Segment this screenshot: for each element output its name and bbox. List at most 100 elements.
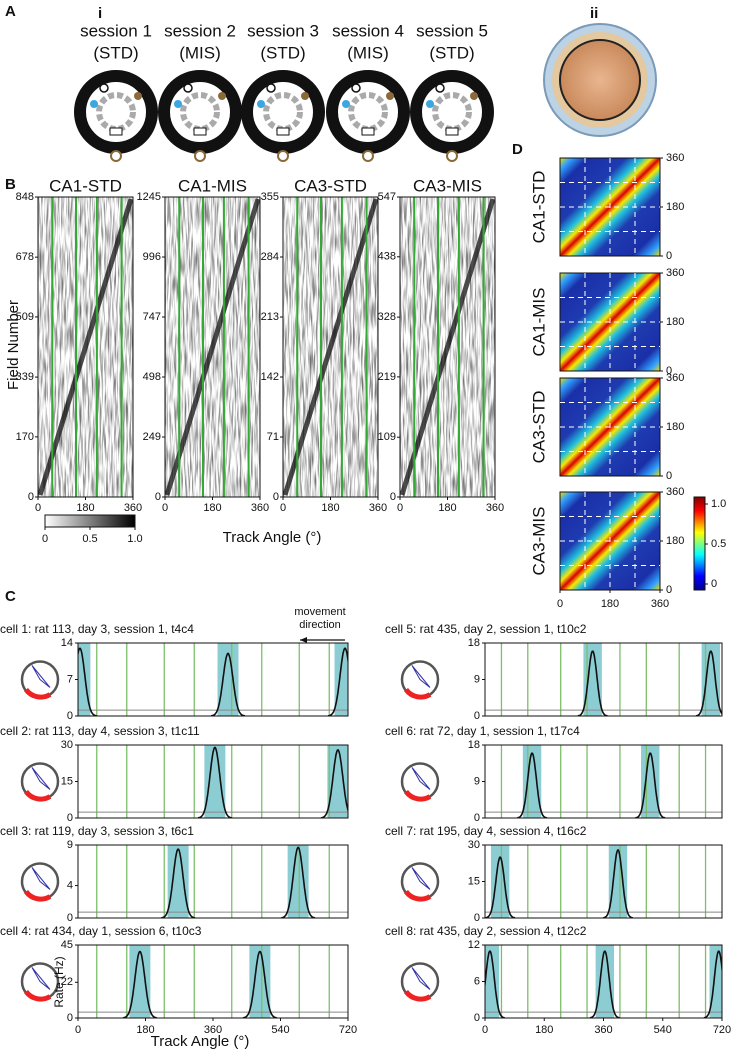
- colorbar-label: 0: [42, 533, 48, 545]
- map-label: CA1-MIS: [529, 288, 548, 357]
- y-tick-label: 438: [378, 251, 396, 263]
- y-tick-label: 996: [143, 251, 161, 263]
- spike-cluster: [403, 789, 432, 802]
- y-tick-label: 848: [16, 191, 34, 203]
- y-tick-label: 0: [273, 491, 279, 503]
- session-name: session 4: [332, 21, 404, 40]
- field-zone: [522, 745, 542, 818]
- cue: [277, 150, 289, 162]
- y-tick-label: 360: [666, 152, 684, 164]
- cue: [470, 92, 478, 100]
- y-tick-label: 0: [666, 250, 672, 262]
- x-tick-label: 0: [35, 502, 41, 514]
- track-ring: [241, 70, 325, 154]
- y-tick-label: 498: [143, 371, 161, 383]
- rate-curve: [635, 752, 666, 818]
- session-name: session 1: [80, 21, 152, 40]
- x-tick-label: 180: [203, 502, 221, 514]
- x-tick-label: 0: [397, 502, 403, 514]
- field-zone: [204, 745, 226, 818]
- y-tick-label: 45: [61, 939, 73, 951]
- spike-cluster: [403, 989, 432, 1002]
- x-tick-label: 360: [594, 1024, 612, 1036]
- heading: [31, 665, 51, 688]
- y-tick-label: 9: [67, 839, 73, 851]
- rate-curve: [328, 647, 348, 716]
- field-zone: [334, 643, 348, 716]
- y-tick-label: 339: [16, 371, 34, 383]
- y-tick-label: 15: [468, 875, 480, 887]
- x-tick-label: 180: [438, 502, 456, 514]
- x-tick-label: 360: [369, 502, 387, 514]
- rate-curve: [603, 849, 633, 918]
- sub-label: ii: [590, 5, 598, 22]
- cue: [362, 150, 374, 162]
- raster-diagonal: [282, 198, 379, 496]
- cell-title: cell 4: rat 434, day 1, session 6, t10c3: [0, 924, 202, 938]
- field-zone: [129, 945, 151, 1018]
- rate-curve: [485, 856, 516, 918]
- y-tick-label: 360: [666, 267, 684, 279]
- map-label: CA3-STD: [529, 391, 548, 464]
- cue: [351, 83, 361, 93]
- session-name: session 3: [247, 21, 319, 40]
- session-condition: (MIS): [179, 43, 221, 62]
- cell-title: cell 1: rat 113, day 3, session 1, t4c4: [0, 622, 194, 636]
- panel-label: A: [5, 3, 16, 20]
- y-tick-label: 0: [67, 1012, 73, 1024]
- spike-cluster: [23, 789, 52, 802]
- cue: [183, 83, 193, 93]
- plot-frame: [77, 642, 349, 717]
- y-tick-label: 9: [474, 775, 480, 787]
- raster-title: CA1-STD: [49, 176, 122, 195]
- arena-photo: [543, 23, 657, 137]
- rate-plot: [485, 745, 722, 818]
- y-tick-label: 0: [155, 491, 161, 503]
- y-tick-label: 9: [474, 673, 480, 685]
- field-zone: [327, 745, 348, 818]
- field-zone: [167, 845, 189, 918]
- x-tick-label: 720: [339, 1024, 357, 1036]
- cue: [134, 92, 142, 100]
- cue: [174, 100, 182, 108]
- x-tick-label: 360: [651, 598, 669, 610]
- map-label: CA1-STD: [529, 171, 548, 244]
- inner-arena: [96, 92, 136, 132]
- y-tick-label: 180: [666, 316, 684, 328]
- raster-title: CA3-STD: [294, 176, 367, 195]
- cue: [218, 92, 226, 100]
- y-tick-label: 30: [468, 839, 480, 851]
- panel-label: B: [5, 176, 16, 193]
- colorbar: [693, 496, 706, 591]
- cue: [109, 127, 123, 136]
- plot-frame: [484, 642, 723, 717]
- y-tick-label: 0: [67, 912, 73, 924]
- colorbar-label: 1.0: [711, 498, 726, 510]
- rate-curve: [281, 846, 316, 918]
- x-tick-label: 360: [204, 1024, 222, 1036]
- x-axis-label: Track Angle (°): [151, 1033, 250, 1050]
- field-zone: [217, 643, 239, 716]
- cell-title: cell 2: rat 113, day 4, session 3, t1c11: [0, 724, 200, 738]
- y-tick-label: 360: [666, 486, 684, 498]
- cue: [386, 92, 394, 100]
- spike-cluster: [403, 889, 432, 902]
- x-tick-label: 0: [162, 502, 168, 514]
- rate-curve: [695, 650, 722, 716]
- y-tick-label: 0: [474, 1012, 480, 1024]
- y-tick-label: 678: [16, 251, 34, 263]
- x-tick-label: 720: [713, 1024, 731, 1036]
- y-tick-label: 18: [468, 739, 480, 751]
- x-tick-label: 180: [136, 1024, 154, 1036]
- y-tick-label: 213: [261, 311, 279, 323]
- x-tick-label: 0: [482, 1024, 488, 1036]
- x-tick-label: 180: [535, 1024, 553, 1036]
- inner-arena: [263, 92, 303, 132]
- spike-cluster: [403, 687, 432, 700]
- y-tick-label: 1245: [137, 191, 161, 203]
- movement-label: direction: [299, 619, 341, 631]
- x-tick-label: 540: [271, 1024, 289, 1036]
- cell-title: cell 8: rat 435, day 2, session 4, t12c2: [385, 924, 587, 938]
- heading: [411, 967, 431, 990]
